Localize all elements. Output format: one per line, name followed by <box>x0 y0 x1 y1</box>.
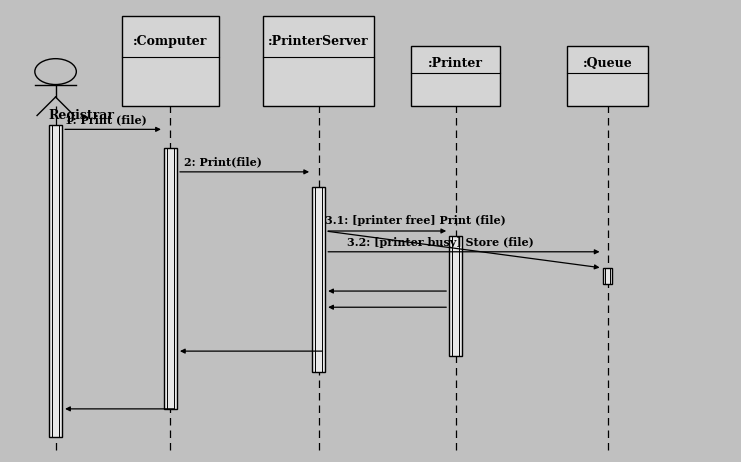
Text: Registrar: Registrar <box>48 109 114 122</box>
Bar <box>315 187 322 372</box>
Text: 3.1: [printer free] Print (file): 3.1: [printer free] Print (file) <box>325 215 505 226</box>
Bar <box>567 46 648 106</box>
Bar <box>602 268 612 284</box>
Text: 1: Print (file): 1: Print (file) <box>65 115 147 126</box>
Text: :Printer: :Printer <box>428 56 483 69</box>
Bar <box>312 187 325 372</box>
Text: :Computer: :Computer <box>133 35 207 48</box>
Bar <box>452 236 459 356</box>
Bar <box>605 268 611 284</box>
Bar <box>263 16 374 106</box>
Bar <box>164 148 177 409</box>
Bar <box>449 236 462 356</box>
Text: :PrinterServer: :PrinterServer <box>268 35 369 48</box>
Bar <box>122 16 219 106</box>
Bar <box>49 125 62 437</box>
Text: :Queue: :Queue <box>582 56 633 69</box>
Bar <box>52 125 59 437</box>
Bar <box>167 148 174 409</box>
Bar <box>411 46 500 106</box>
Text: 2: Print(file): 2: Print(file) <box>184 157 262 168</box>
Text: 3.2: [printer busy] Store (file): 3.2: [printer busy] Store (file) <box>347 237 534 248</box>
